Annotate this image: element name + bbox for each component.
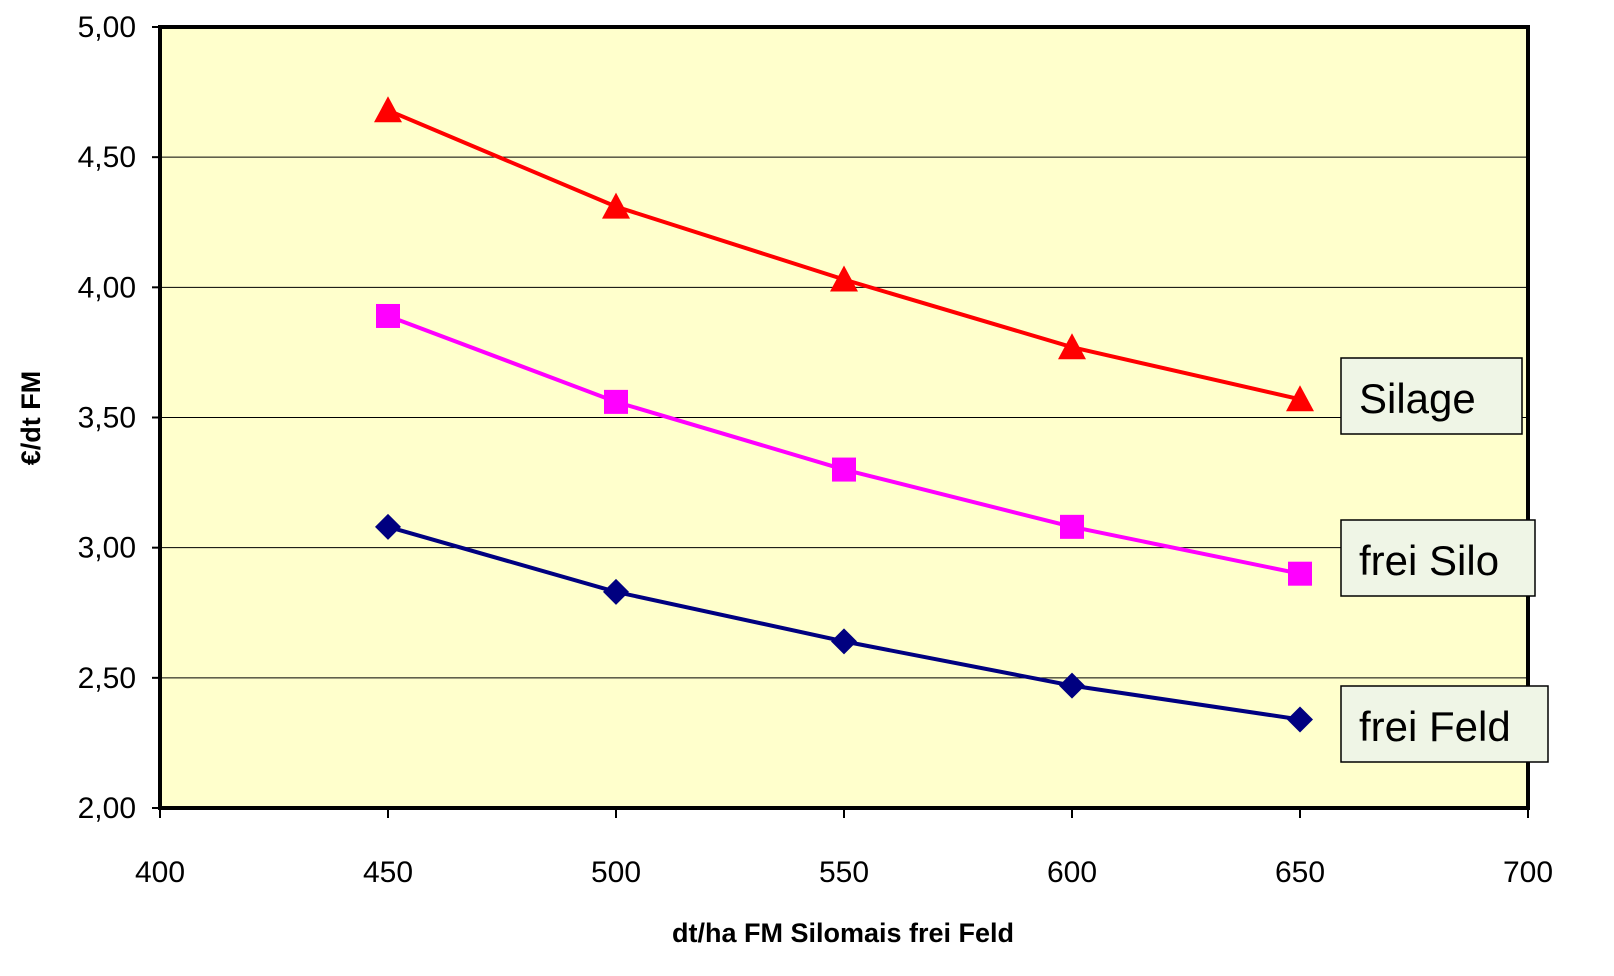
x-tick-label: 650: [1275, 856, 1325, 889]
data-point: [1286, 385, 1314, 412]
y-tick-label: 4,00: [78, 271, 136, 304]
x-tick-label: 450: [363, 856, 413, 889]
y-tick-label: 3,00: [78, 532, 136, 565]
series-label-box: [1340, 685, 1549, 763]
x-tick-label: 700: [1503, 856, 1553, 889]
series-lines: [374, 96, 1314, 733]
y-tick-label: 5,00: [78, 11, 136, 44]
x-axis-title: dt/ha FM Silomais frei Feld: [672, 918, 1014, 948]
data-point: [374, 96, 402, 123]
series-label: Silage: [1359, 375, 1476, 422]
data-point: [830, 265, 858, 292]
axis-ticks: 2,00 2,50 3,00 3,50 4,00 4,50 5,00 400 450 500 550…: [78, 11, 1553, 889]
data-point: [376, 303, 400, 328]
series-labels: Silage frei Silo frei Feld: [1340, 357, 1549, 763]
x-tick-label: 600: [1047, 856, 1097, 889]
series-label-box: [1340, 357, 1523, 435]
series-label: frei Silo: [1359, 537, 1499, 584]
data-point: [1058, 333, 1086, 360]
y-axis-title: €/dt FM: [16, 371, 46, 466]
data-point: [604, 389, 628, 414]
x-tick-label: 500: [591, 856, 641, 889]
series-label-box: [1340, 519, 1536, 597]
data-point: [1288, 561, 1312, 586]
data-point: [602, 192, 630, 219]
x-tick-label: 400: [135, 856, 185, 889]
data-point: [1287, 706, 1313, 733]
series-label: frei Feld: [1359, 703, 1511, 750]
data-point: [1060, 514, 1084, 539]
y-tick-label: 4,50: [78, 141, 136, 174]
data-point: [1059, 672, 1085, 699]
y-tick-label: 2,00: [78, 792, 136, 825]
data-point: [832, 457, 856, 482]
data-point: [603, 578, 629, 605]
x-tick-label: 550: [819, 856, 869, 889]
data-point: [375, 513, 401, 540]
data-point: [831, 628, 857, 655]
y-tick-label: 2,50: [78, 662, 136, 695]
y-tick-label: 3,50: [78, 402, 136, 435]
